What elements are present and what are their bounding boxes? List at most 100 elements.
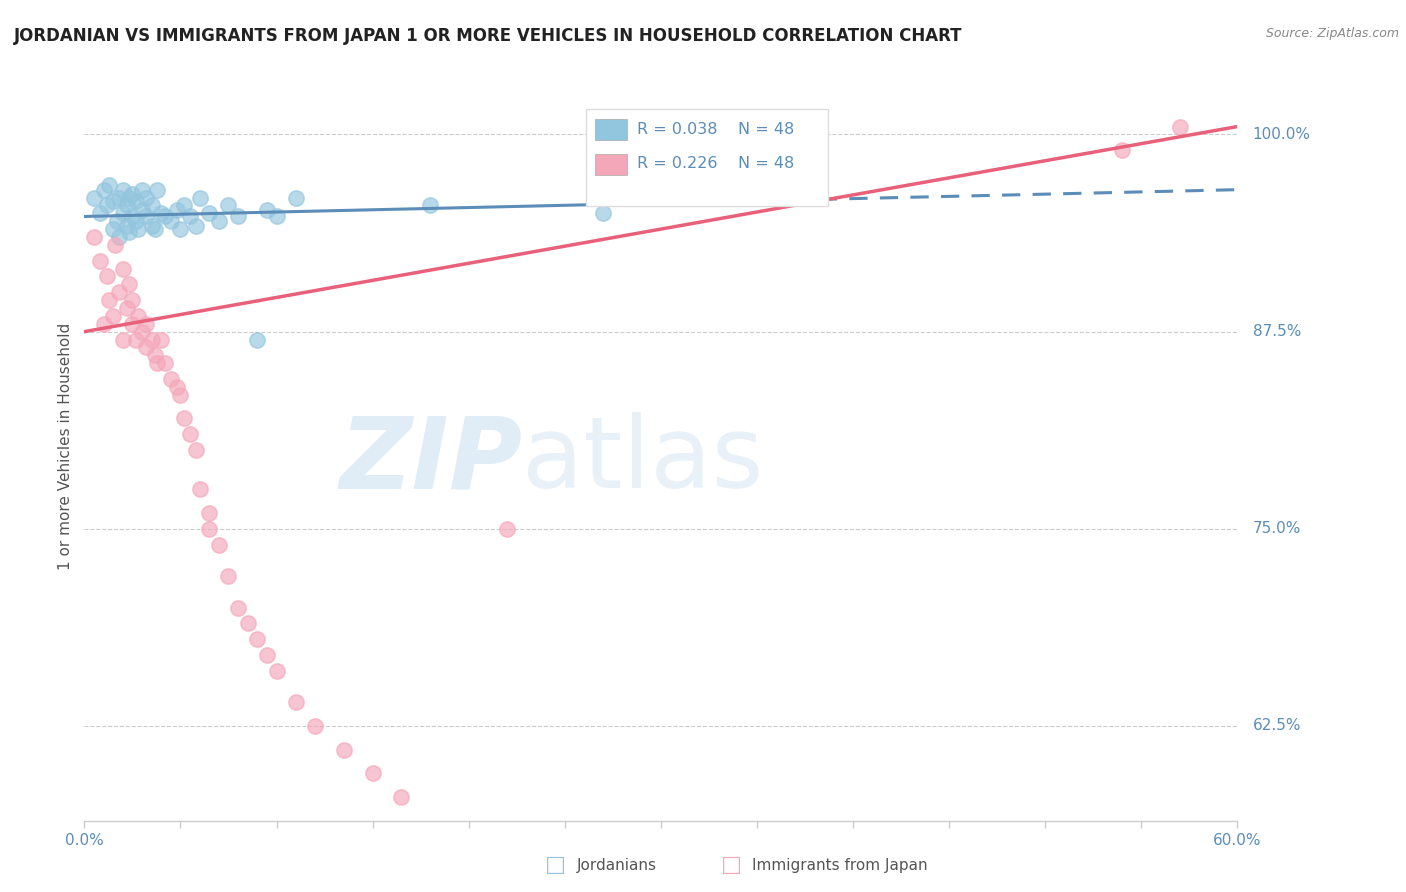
Text: □: □ [721, 855, 741, 875]
Point [131, 325, 153, 339]
Point [115, 198, 138, 212]
Point [93, 183, 115, 197]
Point [121, 317, 143, 331]
Point [93, 317, 115, 331]
Point [1111, 143, 1133, 157]
Text: atlas: atlas [523, 412, 763, 509]
Point [361, 766, 384, 780]
Text: 75.0%: 75.0% [1253, 521, 1301, 536]
Point [284, 695, 307, 709]
Point [108, 190, 131, 204]
Point [226, 210, 249, 224]
Point [169, 388, 191, 402]
Point [111, 183, 134, 197]
Point [117, 277, 139, 292]
Point [184, 219, 207, 233]
Bar [595, 153, 627, 175]
Point [125, 333, 148, 347]
Text: □: □ [546, 855, 565, 875]
Point [333, 742, 356, 756]
Point [150, 333, 173, 347]
Point [160, 214, 183, 228]
Point [391, 789, 413, 804]
Point [115, 301, 138, 315]
Text: Source: ZipAtlas.com: Source: ZipAtlas.com [1265, 27, 1399, 40]
Text: R = 0.038    N = 48: R = 0.038 N = 48 [637, 121, 794, 136]
Point [111, 261, 134, 276]
Point [198, 522, 221, 536]
Point [105, 214, 128, 228]
Point [121, 187, 143, 202]
Point [179, 210, 201, 224]
Y-axis label: 1 or more Vehicles in Household: 1 or more Vehicles in Household [58, 322, 73, 570]
Point [266, 664, 288, 678]
Point [96, 198, 118, 212]
Point [284, 190, 307, 204]
Point [592, 206, 614, 220]
Point [103, 309, 124, 323]
Point [218, 569, 240, 583]
Point [135, 340, 157, 354]
Point [179, 427, 201, 442]
Point [153, 210, 176, 224]
Point [117, 225, 139, 239]
Point [169, 222, 191, 236]
Point [166, 203, 188, 218]
Point [208, 538, 231, 552]
Text: ZIP: ZIP [339, 412, 523, 509]
Point [104, 238, 127, 252]
Point [103, 194, 124, 208]
Point [135, 210, 157, 224]
Point [304, 719, 326, 733]
Point [89, 206, 111, 220]
Point [146, 356, 169, 370]
Point [83, 230, 105, 244]
Point [419, 198, 441, 212]
Point [115, 219, 138, 233]
Point [117, 190, 139, 204]
Point [166, 380, 188, 394]
Point [135, 317, 157, 331]
Point [121, 210, 143, 224]
Point [96, 269, 118, 284]
Point [188, 483, 211, 497]
Point [98, 293, 121, 307]
Point [141, 333, 163, 347]
Point [246, 632, 269, 647]
Point [256, 648, 278, 662]
Point [127, 309, 149, 323]
Point [135, 190, 157, 204]
Bar [595, 120, 627, 140]
Point [184, 442, 207, 457]
Point [188, 190, 211, 204]
Point [108, 230, 131, 244]
Text: R = 0.226    N = 48: R = 0.226 N = 48 [637, 156, 794, 171]
Point [153, 356, 176, 370]
Point [173, 198, 195, 212]
Point [496, 522, 519, 536]
Point [266, 210, 288, 224]
Text: JORDANIAN VS IMMIGRANTS FROM JAPAN 1 OR MORE VEHICLES IN HOUSEHOLD CORRELATION C: JORDANIAN VS IMMIGRANTS FROM JAPAN 1 OR … [14, 27, 963, 45]
Point [145, 222, 167, 236]
Point [125, 214, 148, 228]
Point [98, 178, 121, 192]
Point [208, 214, 231, 228]
Point [89, 253, 111, 268]
Point [83, 190, 105, 204]
Text: 62.5%: 62.5% [1253, 718, 1301, 733]
Text: Jordanians: Jordanians [576, 858, 657, 872]
Point [108, 285, 131, 300]
Text: 100.0%: 100.0% [1253, 127, 1310, 142]
Point [146, 183, 169, 197]
Point [226, 600, 249, 615]
Text: 60.0%: 60.0% [1213, 833, 1261, 848]
Point [145, 348, 167, 362]
Point [160, 372, 183, 386]
Point [127, 222, 149, 236]
Point [198, 506, 221, 520]
Point [131, 203, 153, 218]
Point [198, 206, 221, 220]
Text: 0.0%: 0.0% [65, 833, 104, 848]
Text: 87.5%: 87.5% [1253, 324, 1301, 339]
Point [103, 222, 124, 236]
